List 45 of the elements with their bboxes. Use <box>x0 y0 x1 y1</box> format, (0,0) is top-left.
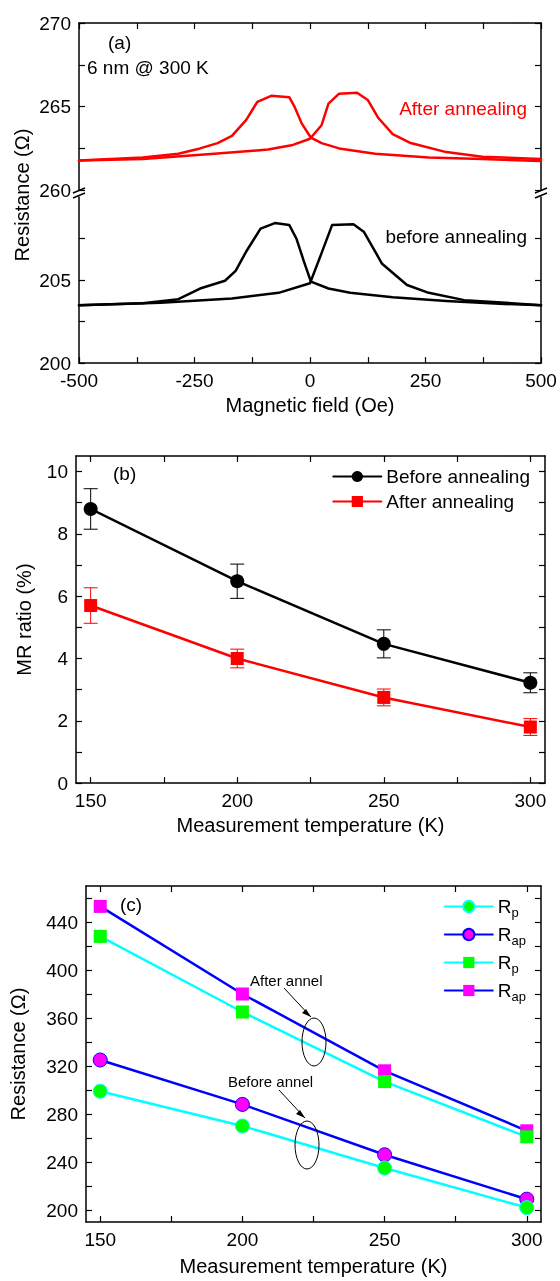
series-label: After annealing <box>399 98 527 120</box>
y-tick-label: 0 <box>57 772 68 794</box>
x-tick-label: 200 <box>226 1229 259 1250</box>
legend-label: before annealing <box>385 225 527 247</box>
x-axis-title: Measurement temperature (K) <box>179 1255 448 1277</box>
annotation: Before annel <box>228 1072 314 1090</box>
y-axis-title: Resistance (Ω) <box>7 987 29 1121</box>
x-tick-label: 150 <box>84 1229 117 1250</box>
y-tick-label: 8 <box>57 523 68 545</box>
x-axis-title: Magnetic field (Oe) <box>225 394 395 416</box>
annotation: After annel <box>250 971 323 989</box>
x-tick-label: 300 <box>514 790 547 812</box>
annotation: (a) <box>108 31 132 53</box>
y-tick-label: 6 <box>57 585 68 607</box>
x-tick-label: 250 <box>409 370 442 392</box>
x-tick-label: 0 <box>304 370 316 392</box>
legend-label: Before annealing <box>386 466 530 487</box>
y-tick-label: 10 <box>46 461 68 483</box>
x-axis-title: Measurement temperature (K) <box>176 814 445 836</box>
y-tick-label: 2 <box>57 710 68 732</box>
y-tick-label: 4 <box>57 647 69 669</box>
annotation: (b) <box>113 462 137 484</box>
y-tick-label: 320 <box>46 1055 78 1077</box>
y-tick-label: 280 <box>46 1103 78 1125</box>
x-tick-label: 250 <box>367 790 400 812</box>
y-tick-label: 440 <box>46 911 78 933</box>
x-tick-label: 200 <box>221 790 254 812</box>
y-tick-label: 270 <box>39 12 71 34</box>
annotation: 6 nm @ 300 K <box>87 56 210 78</box>
x-tick-label: -250 <box>175 370 214 392</box>
y-tick-label: 400 <box>46 959 78 981</box>
x-tick-label: 250 <box>368 1229 401 1250</box>
y-tick-label: 205 <box>39 269 71 291</box>
x-tick-label: 150 <box>74 790 107 812</box>
y-tick-label: 240 <box>46 1151 78 1173</box>
x-tick-label: 300 <box>510 1229 543 1250</box>
annotation: (c) <box>120 893 143 915</box>
x-tick-label: 500 <box>525 370 557 392</box>
y-axis-title: MR ratio (%) <box>13 563 35 676</box>
legend-label: After annealing <box>386 491 515 512</box>
y-tick-label: 200 <box>46 1199 78 1221</box>
y-tick-label: 360 <box>46 1007 78 1029</box>
y-tick-label: 260 <box>39 179 71 201</box>
y-axis-title: Resistance (Ω) <box>10 128 34 262</box>
y-tick-label: 265 <box>39 96 71 117</box>
